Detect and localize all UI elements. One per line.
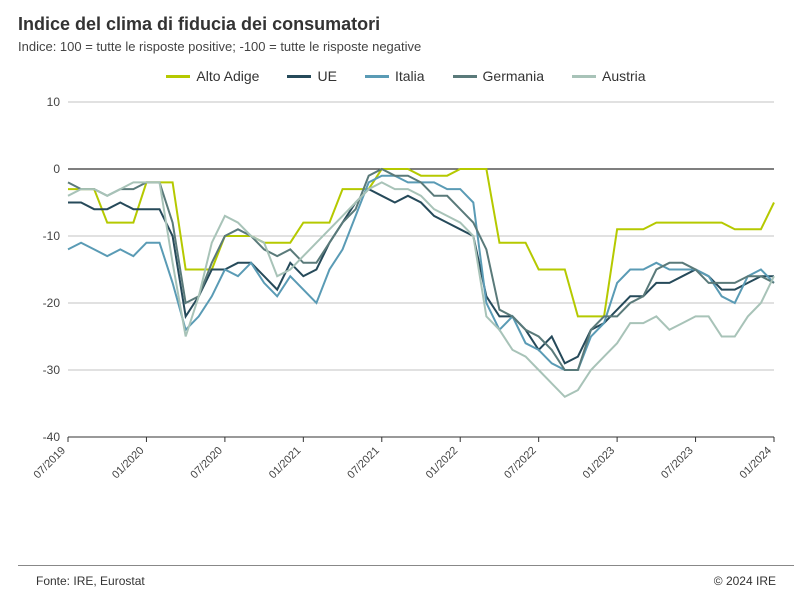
series-line bbox=[68, 189, 774, 363]
x-tick-label: 07/2022 bbox=[502, 445, 539, 482]
x-tick-label: 01/2024 bbox=[738, 445, 775, 482]
legend-item: Germania bbox=[453, 68, 544, 84]
chart-legend: Alto Adige UE Italia Germania Austria bbox=[0, 62, 812, 92]
legend-label: UE bbox=[317, 68, 336, 84]
copyright-label: © 2024 IRE bbox=[714, 574, 776, 588]
chart-title: Indice del clima di fiducia dei consumat… bbox=[0, 0, 812, 39]
legend-item: Alto Adige bbox=[166, 68, 259, 84]
y-tick-label: -30 bbox=[43, 363, 61, 377]
legend-label: Italia bbox=[395, 68, 425, 84]
chart-area: -40 -30 -20 -10 0 10 07/2019 01/2020 07/2020 01/2… bbox=[0, 92, 812, 561]
x-tick-label: 01/2023 bbox=[581, 445, 618, 482]
y-tick-label: -40 bbox=[43, 430, 61, 444]
y-tick-label: 0 bbox=[53, 162, 60, 176]
x-tick-label: 07/2023 bbox=[659, 445, 696, 482]
x-tick-label: 07/2021 bbox=[345, 445, 382, 482]
y-tick-label: -10 bbox=[43, 229, 61, 243]
y-tick-label: 10 bbox=[47, 95, 61, 109]
legend-swatch bbox=[365, 75, 389, 78]
legend-swatch bbox=[572, 75, 596, 78]
chart-subtitle: Indice: 100 = tutte le risposte positive… bbox=[0, 39, 812, 62]
legend-label: Germania bbox=[483, 68, 544, 84]
legend-item: Austria bbox=[572, 68, 646, 84]
line-chart-svg: -40 -30 -20 -10 0 10 07/2019 01/2020 07/2020 01/2… bbox=[18, 92, 794, 502]
x-tick-label: 07/2019 bbox=[32, 445, 69, 482]
legend-label: Alto Adige bbox=[196, 68, 259, 84]
legend-swatch bbox=[166, 75, 190, 78]
legend-label: Austria bbox=[602, 68, 646, 84]
source-label: Fonte: IRE, Eurostat bbox=[36, 574, 145, 588]
x-tick-label: 07/2020 bbox=[188, 445, 225, 482]
legend-item: Italia bbox=[365, 68, 425, 84]
legend-swatch bbox=[453, 75, 477, 78]
x-tick-label: 01/2021 bbox=[267, 445, 304, 482]
legend-swatch bbox=[287, 75, 311, 78]
chart-footer: Fonte: IRE, Eurostat © 2024 IRE bbox=[18, 565, 794, 600]
x-tick-label: 01/2020 bbox=[110, 445, 147, 482]
x-tick-label: 01/2022 bbox=[424, 445, 461, 482]
y-tick-label: -20 bbox=[43, 296, 61, 310]
legend-item: UE bbox=[287, 68, 336, 84]
